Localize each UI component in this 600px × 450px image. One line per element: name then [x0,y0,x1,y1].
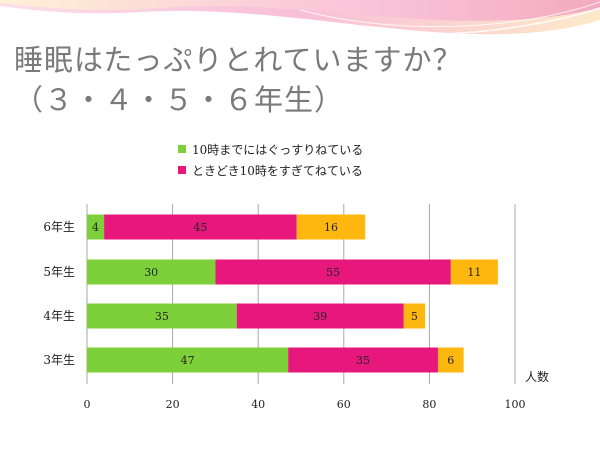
x-tick-label-4: 80 [422,398,436,411]
bar-s3-c0 [296,214,366,240]
data-label-s1-c2: 35 [155,310,169,323]
data-label-s1-c0: 4 [92,221,99,234]
x-tick-label-5: 100 [505,398,526,411]
x-axis-label: 人数 [525,369,549,384]
bar-s3-c1 [450,259,498,285]
data-label-s2-c0: 45 [193,221,207,234]
x-tick-label-3: 60 [337,398,351,411]
slide-title-line2: （３・４・５・６年生） [14,83,345,117]
x-tick-label-0: 0 [84,398,91,411]
header-decoration [0,0,600,36]
bar-s1-c2 [87,303,237,329]
legend-swatch-1 [178,145,186,153]
legend-label-2: ときどき10時をすぎてねている [192,163,363,178]
category-label-1: 5年生 [43,265,75,279]
bar-s1-c3 [87,347,289,373]
bar-s2-c1 [215,259,451,285]
data-label-s2-c2: 39 [313,310,327,323]
category-label-3: 3年生 [43,353,75,367]
legend-label-1: 10時までにはぐっすりねている [192,142,364,157]
category-label-2: 4年生 [43,309,75,323]
data-label-s3-c1: 11 [467,266,481,279]
data-label-s3-c2: 5 [411,310,418,323]
bar-s1-c1 [87,259,216,285]
bar-s3-c2 [403,303,426,329]
bar-s2-c2 [236,303,404,329]
category-label-0: 6年生 [43,220,75,234]
bar-s1-c0 [87,214,105,240]
data-label-s1-c1: 30 [144,266,158,279]
slide-title: 睡眠はたっぷりとれていますか？ （３・４・５・６年生） [14,40,463,120]
legend-item-2: ときどき10時をすぎてねている [178,161,363,179]
x-tick-label-1: 20 [166,398,180,411]
data-label-s3-c3: 6 [447,354,454,367]
x-tick-label-2: 40 [251,398,265,411]
bar-s2-c3 [288,347,438,373]
data-label-s3-c0: 16 [324,221,338,234]
chart-legend: 10時までにはぐっすりねている ときどき10時をすぎてねている [178,140,363,182]
bar-s2-c0 [104,214,297,240]
data-label-s1-c3: 47 [181,354,195,367]
data-label-s2-c1: 55 [326,266,340,279]
slide-title-line1: 睡眠はたっぷりとれていますか？ [14,43,463,77]
legend-swatch-2 [178,166,186,174]
legend-item-1: 10時までにはぐっすりねている [178,140,363,158]
data-label-s2-c3: 35 [356,354,370,367]
bar-s3-c3 [437,347,464,373]
